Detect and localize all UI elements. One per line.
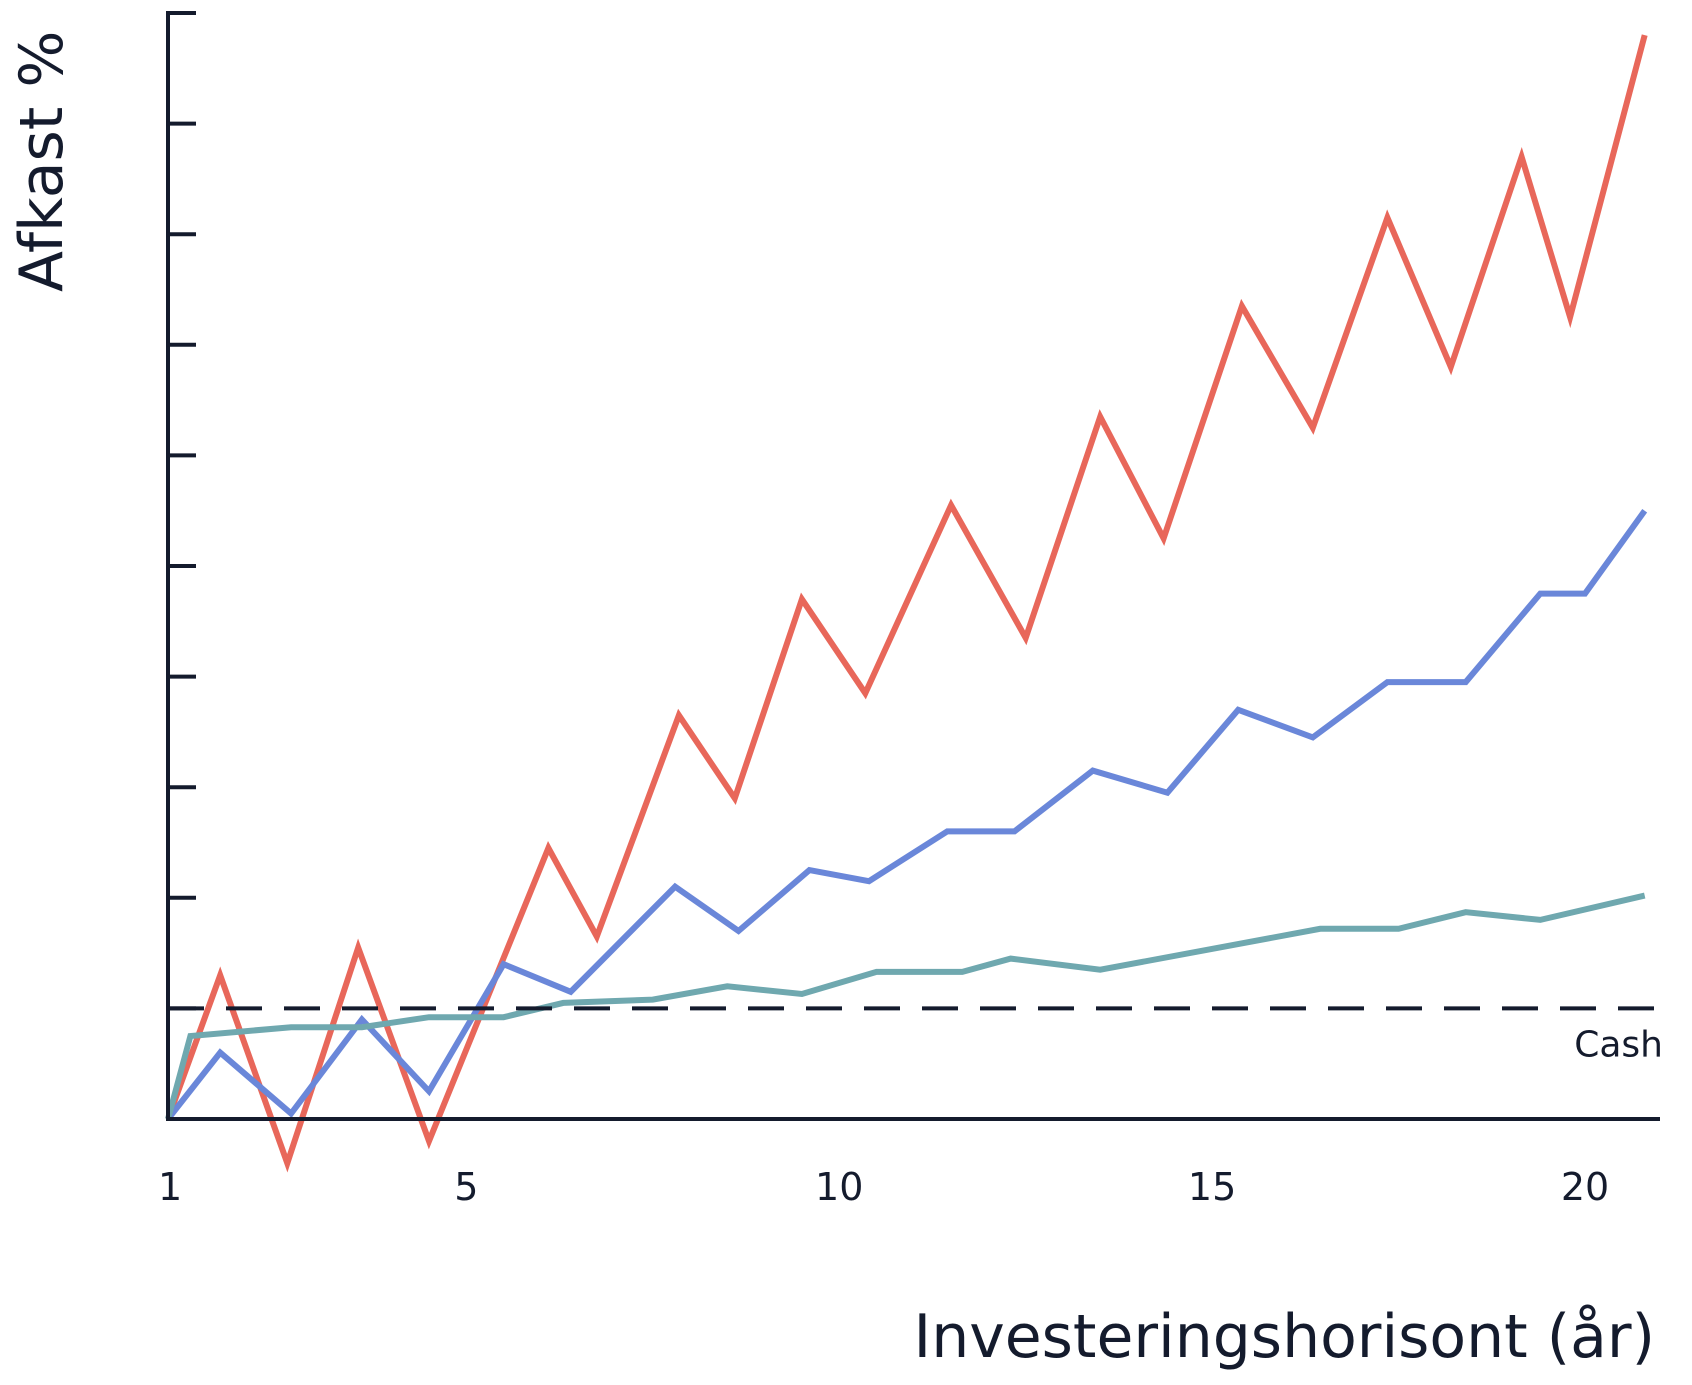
series-line-2 (165, 508, 1648, 1121)
y-axis-title: Afkast % (7, 31, 77, 292)
x-tick-label: 5 (454, 1165, 478, 1209)
cash-reference-label: Cash (1574, 1024, 1663, 1065)
x-tick-label: 20 (1561, 1165, 1609, 1209)
series-line-1 (165, 34, 1648, 1173)
x-tick-label: 10 (815, 1165, 863, 1209)
x-axis-title: Investeringshorisont (år) (914, 1302, 1655, 1372)
x-tick-label: 1 (158, 1165, 182, 1209)
series-layer (165, 34, 1648, 1173)
axes-layer (166, 11, 1660, 1121)
series-line-3 (165, 892, 1646, 1120)
x-tick-label: 15 (1188, 1165, 1236, 1209)
